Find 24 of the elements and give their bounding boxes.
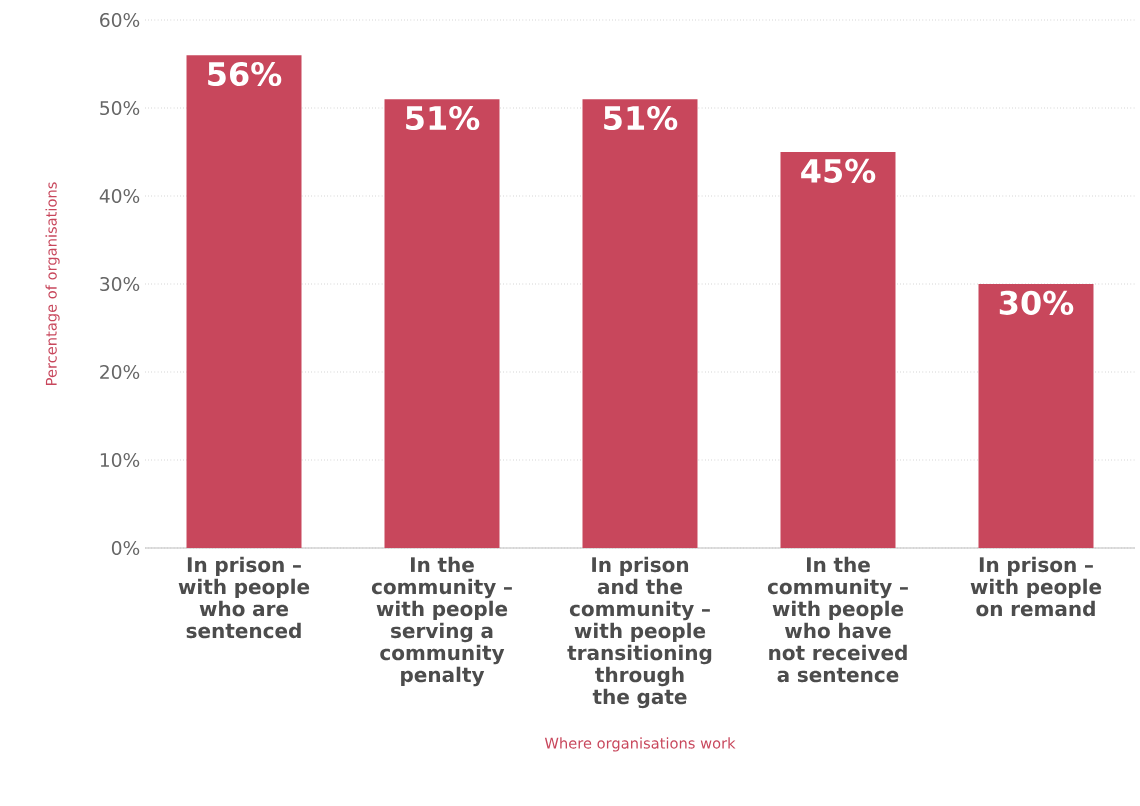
data-label: 51% <box>406 105 480 131</box>
y-tick-label: 50% <box>100 100 140 116</box>
x-tick-label: In prison – with people on remand <box>970 556 1102 617</box>
bar <box>978 283 1094 548</box>
x-tick-label: In the community – with people who have not received a sentence <box>767 556 908 683</box>
x-axis-title: Where organisations work <box>544 737 736 752</box>
y-tick-label: 10% <box>100 452 140 468</box>
y-tick-label: 30% <box>100 276 140 292</box>
y-tick-label: 60% <box>100 12 140 28</box>
y-tick-label: 40% <box>99 188 140 204</box>
y-axis-title: Percentage of organisations <box>45 182 60 385</box>
x-tick-label: In prison and the community – with people transitioning through the gate <box>567 556 712 709</box>
x-tick-label: In the community – with people serving a community penalty <box>371 556 512 687</box>
y-tick-label: 0% <box>111 540 140 556</box>
x-tick-label: In prison – with people who are sentenced <box>178 556 310 639</box>
bar <box>186 55 302 548</box>
y-tick-label: 20% <box>100 364 140 380</box>
data-label: 56% <box>208 61 282 87</box>
bar <box>582 99 698 548</box>
data-label: 51% <box>604 105 678 131</box>
data-label: 30% <box>999 290 1074 315</box>
bar <box>384 99 500 548</box>
bar <box>780 152 896 548</box>
data-label: 45% <box>801 158 876 183</box>
